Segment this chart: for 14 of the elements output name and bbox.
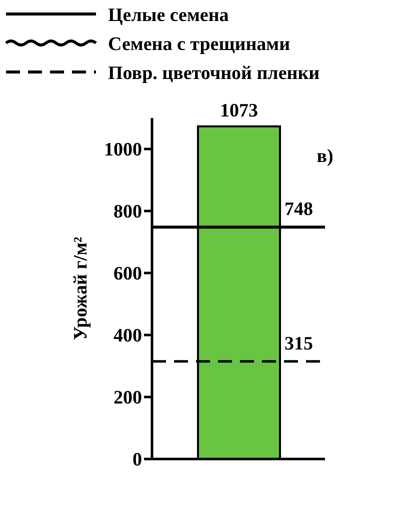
y-tick-label: 0 bbox=[132, 450, 142, 471]
y-tick-label: 400 bbox=[114, 326, 142, 347]
y-tick-label: 800 bbox=[114, 202, 142, 223]
y-tick-label: 1000 bbox=[104, 140, 142, 161]
y-tick-label: 200 bbox=[114, 388, 142, 409]
data-label: 1073 bbox=[220, 100, 258, 122]
ref-line-label: 315 bbox=[284, 333, 313, 354]
text: Целые семена bbox=[108, 5, 230, 26]
y-tick-label: 600 bbox=[114, 264, 142, 285]
text: Повр. цветочной пленки bbox=[108, 63, 320, 84]
ref-line-label: 748 bbox=[284, 199, 313, 220]
y-axis-title: Урожай г/м² bbox=[70, 236, 92, 340]
annotation: в) bbox=[316, 146, 334, 167]
text: Семена с трещинами bbox=[108, 34, 290, 55]
